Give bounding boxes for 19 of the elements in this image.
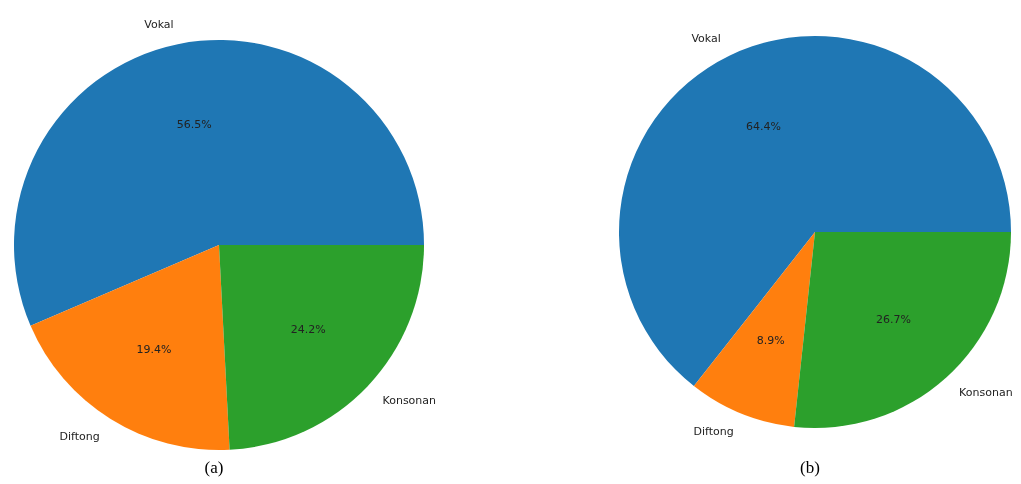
pie-slice [693, 232, 815, 427]
pie-slice [794, 232, 1011, 428]
data-label: 64.4% [746, 119, 782, 133]
slice-label: Vokal [144, 17, 174, 31]
data-label: 26.7% [876, 312, 912, 326]
slice-label: Vokal [691, 31, 721, 45]
slice-label: Diftong [693, 425, 734, 439]
pie-slice [619, 36, 1011, 387]
text: (a) [203, 458, 225, 478]
data-label: 24.2% [290, 323, 326, 337]
data-label: 8.9% [756, 334, 785, 348]
pie-slice [14, 40, 424, 326]
slice-label: Diftong [59, 429, 100, 443]
slice-label: Konsonan [382, 393, 437, 407]
data-label: 56.5% [176, 118, 212, 132]
pie-slice [30, 245, 230, 450]
data-label: 19.4% [136, 342, 172, 356]
text: (b) [799, 458, 821, 478]
slice-label: Konsonan [959, 385, 1013, 399]
